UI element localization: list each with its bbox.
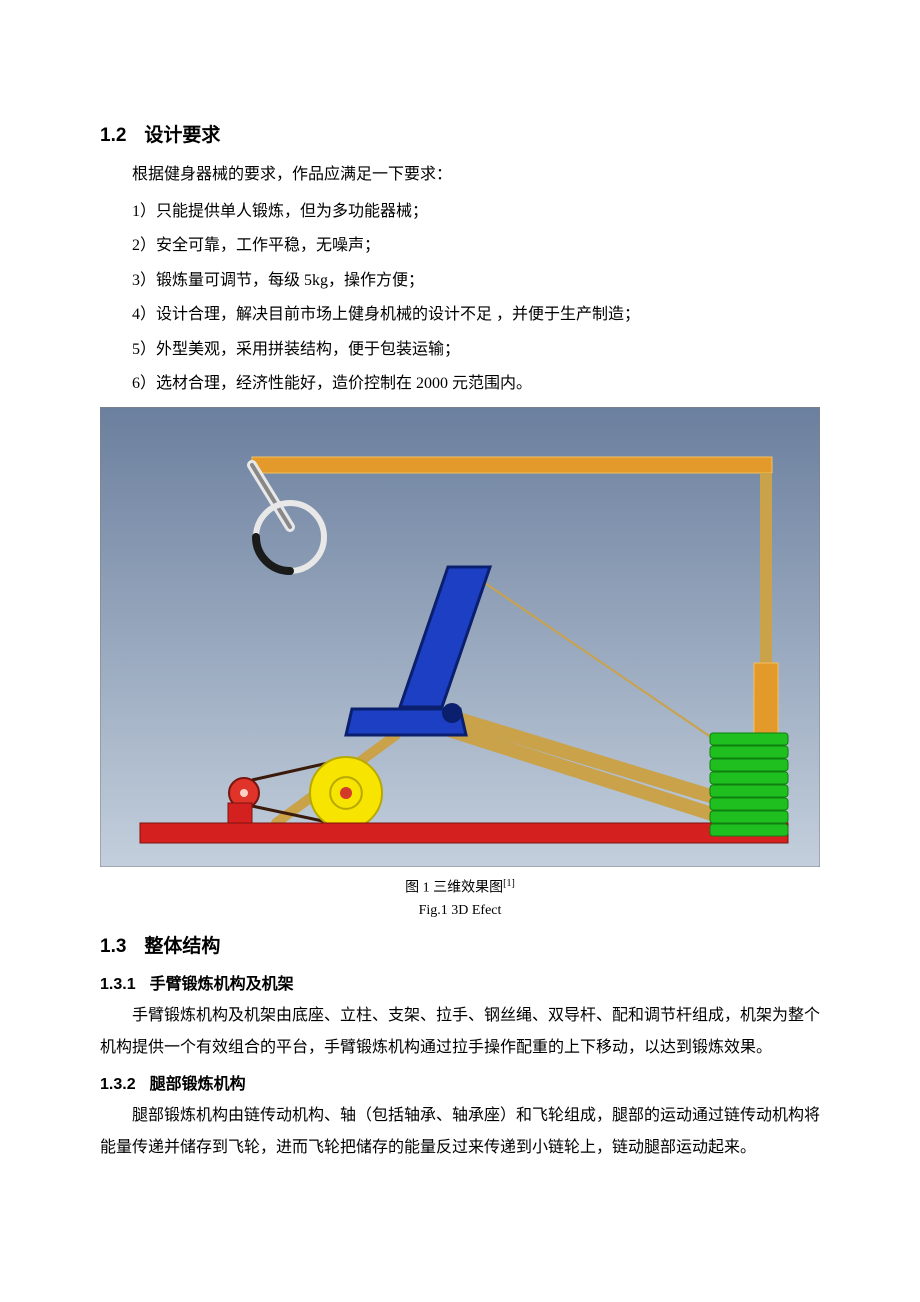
section-1-3-1-heading: 1.3.1 手臂锻炼机构及机架 <box>100 970 820 994</box>
requirement-item: 1）只能提供单人锻炼，但为多功能器械； <box>100 195 820 229</box>
section-1-3-heading: 1.3 整体结构 <box>100 931 820 958</box>
section-1-3-2-title: 腿部锻炼机构 <box>150 1076 246 1093</box>
requirement-item: 3）锻炼量可调节，每级 5kg，操作方便； <box>100 264 820 298</box>
section-1-2-title: 设计要求 <box>144 125 220 146</box>
section-1-2-intro: 根据健身器械的要求，作品应满足一下要求： <box>100 159 820 191</box>
section-1-2-number: 1.2 <box>100 125 126 146</box>
figure-1-container: 图 1 三维效果图[1] Fig.1 3D Efect <box>100 407 820 919</box>
section-1-2-heading: 1.2 设计要求 <box>100 120 820 147</box>
requirement-item: 4）设计合理，解决目前市场上健身机械的设计不足 ，并便于生产制造； <box>100 298 820 332</box>
section-1-3-2-para: 腿部锻炼机构由链传动机构、轴（包括轴承、轴承座）和飞轮组成，腿部的运动通过链传动… <box>100 1100 820 1164</box>
section-1-3-2-heading: 1.3.2 腿部锻炼机构 <box>100 1070 820 1094</box>
figure-1-caption-en: Fig.1 3D Efect <box>100 903 820 919</box>
figure-1-caption-zh-text: 图 1 三维效果图 <box>405 881 503 896</box>
figure-1-caption-sup: [1] <box>503 878 515 889</box>
section-1-3-1-title: 手臂锻炼机构及机架 <box>150 976 294 993</box>
section-1-3-title: 整体结构 <box>144 936 220 957</box>
figure-1-diagram <box>100 407 820 867</box>
requirement-item: 6）选材合理，经济性能好，造价控制在 2000 元范围内。 <box>100 367 820 401</box>
section-1-3-2-number: 1.3.2 <box>100 1076 136 1093</box>
section-1-3-number: 1.3 <box>100 936 126 957</box>
section-1-3-1-para: 手臂锻炼机构及机架由底座、立柱、支架、拉手、钢丝绳、双导杆、配和调节杆组成，机架… <box>100 1000 820 1064</box>
requirement-item: 5）外型美观，采用拼装结构，便于包装运输； <box>100 333 820 367</box>
requirement-item: 2）安全可靠，工作平稳，无噪声； <box>100 229 820 263</box>
section-1-3-1-number: 1.3.1 <box>100 976 136 993</box>
figure-1-caption-zh: 图 1 三维效果图[1] <box>100 875 820 901</box>
